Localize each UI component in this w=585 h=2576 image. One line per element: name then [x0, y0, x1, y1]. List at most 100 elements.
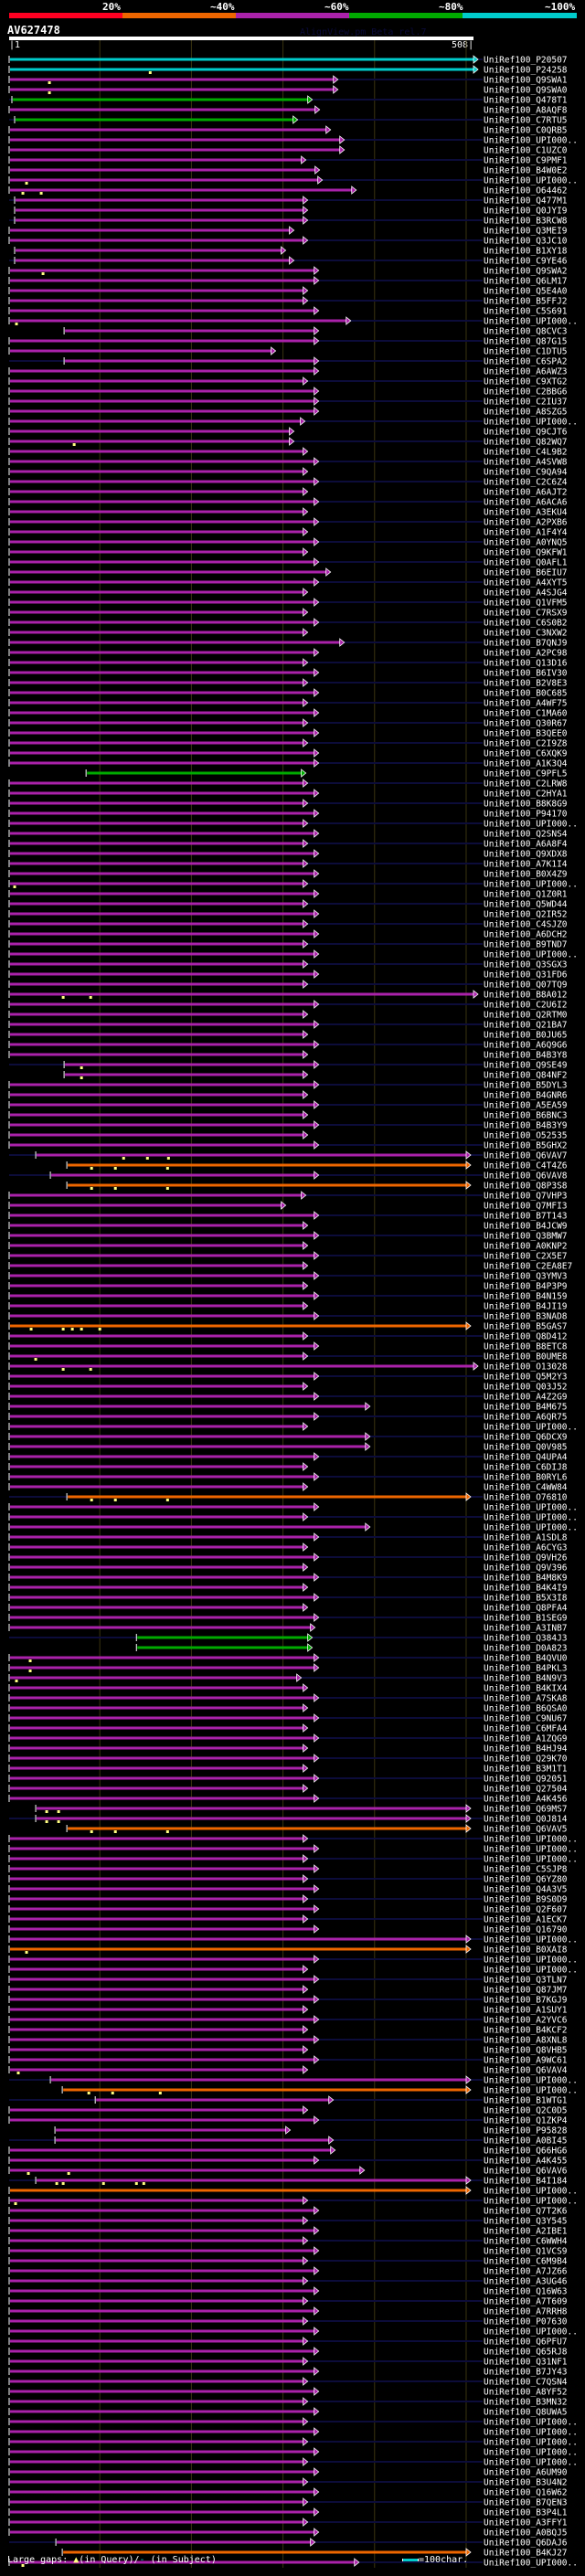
hit-name-link[interactable]: UniRef100_B3MN32 — [484, 2398, 568, 2408]
hit-bar[interactable] — [10, 2289, 314, 2293]
hit-name-link[interactable]: UniRef100_UPI000.. — [484, 1503, 578, 1513]
hit-bar[interactable] — [10, 168, 315, 172]
alignment-row[interactable]: UniRef100_Q27504 — [8, 1784, 568, 1795]
alignment-row[interactable]: UniRef100_UPI000.. — [8, 1965, 578, 1976]
hit-bar[interactable] — [16, 208, 303, 212]
alignment-row[interactable]: UniRef100_Q6PFU7 — [8, 2337, 568, 2348]
hit-bar[interactable] — [10, 138, 340, 142]
alignment-row[interactable]: UniRef100_C6SPA2 — [9, 356, 568, 367]
hit-bar[interactable] — [10, 811, 314, 815]
hit-name-link[interactable]: UniRef100_Q2RTM0 — [484, 1011, 568, 1021]
alignment-row[interactable]: UniRef100_C9NU67 — [8, 1713, 568, 1724]
hit-name-link[interactable]: UniRef100_A4Z2G9 — [484, 1393, 568, 1403]
alignment-row[interactable]: UniRef100_Q6LM17 — [8, 276, 568, 287]
alignment-row[interactable]: UniRef100_Q7MFI3 — [8, 1201, 568, 1212]
hit-bar[interactable] — [10, 731, 314, 735]
alignment-row[interactable]: UniRef100_Q1VCS9 — [8, 2246, 568, 2257]
hit-name-link[interactable]: UniRef100_B7QEN3 — [484, 2498, 568, 2508]
hit-bar[interactable] — [10, 1364, 473, 1368]
hit-bar[interactable] — [10, 2430, 314, 2433]
hit-name-link[interactable]: UniRef100_O64462 — [484, 186, 568, 196]
hit-bar[interactable] — [10, 319, 346, 323]
hit-bar[interactable] — [68, 1163, 466, 1167]
hit-name-link[interactable]: UniRef100_C1UZC0 — [484, 146, 568, 156]
hit-name-link[interactable]: UniRef100_Q9SWA1 — [484, 76, 568, 86]
alignment-row[interactable]: UniRef100_A0BQJ5 — [8, 2528, 568, 2539]
alignment-row[interactable]: UniRef100_Q16790 — [8, 1924, 568, 1935]
hit-name-link[interactable]: UniRef100_Q84NF2 — [484, 1071, 568, 1081]
alignment-row[interactable]: UniRef100_Q477M1 — [9, 196, 568, 207]
hit-bar[interactable] — [10, 1736, 314, 1740]
hit-name-link[interactable]: UniRef100_B4QVU0 — [484, 1654, 568, 1664]
hit-bar[interactable] — [10, 2510, 314, 2514]
hit-bar[interactable] — [10, 2058, 314, 2062]
hit-bar[interactable] — [10, 1405, 366, 1408]
alignment-row[interactable]: UniRef100_Q5M2Y3 — [8, 1372, 568, 1383]
hit-name-link[interactable]: UniRef100_Q21BA7 — [484, 1021, 568, 1031]
hit-name-link[interactable]: UniRef100_A6DCH2 — [484, 930, 568, 940]
hit-name-link[interactable]: UniRef100_UPI000.. — [484, 950, 578, 960]
alignment-row[interactable]: UniRef100_UPI000.. — [8, 2447, 578, 2458]
hit-bar[interactable] — [10, 2309, 314, 2313]
alignment-row[interactable]: UniRef100_Q6VAV5 — [66, 1824, 568, 1835]
hit-bar[interactable] — [10, 289, 303, 292]
alignment-row[interactable]: UniRef100_C9XTG2 — [8, 376, 568, 387]
hit-name-link[interactable]: UniRef100_C7RTU5 — [484, 116, 568, 126]
hit-name-link[interactable]: UniRef100_C4L9B2 — [484, 448, 568, 458]
hit-bar[interactable] — [10, 1023, 314, 1026]
alignment-row[interactable]: UniRef100_B4K4I9 — [8, 1583, 568, 1594]
hit-bar[interactable] — [65, 1063, 314, 1066]
hit-bar[interactable] — [96, 2098, 329, 2102]
hit-bar[interactable] — [10, 68, 473, 71]
hit-name-link[interactable]: UniRef100_B7T143 — [484, 1212, 568, 1222]
alignment-row[interactable]: UniRef100_Q6VAV7 — [9, 1150, 568, 1161]
alignment-row[interactable]: UniRef100_B3U4N2 — [8, 2477, 568, 2488]
alignment-row[interactable]: UniRef100_A8AQF8 — [8, 105, 568, 116]
hit-name-link[interactable]: UniRef100_B4B3Y8 — [484, 1051, 568, 1061]
hit-bar[interactable] — [10, 661, 303, 664]
hit-bar[interactable] — [10, 1445, 366, 1448]
alignment-row[interactable]: UniRef100_P20507 — [8, 55, 568, 66]
hit-bar[interactable] — [10, 1696, 314, 1700]
hit-name-link[interactable]: UniRef100_A4K456 — [484, 1795, 568, 1805]
hit-name-link[interactable]: UniRef100_A3FFY1 — [484, 2518, 568, 2528]
alignment-row[interactable]: UniRef100_B1WTG1 — [9, 2095, 568, 2106]
hit-name-link[interactable]: UniRef100_B6IV30 — [484, 669, 568, 679]
alignment-row[interactable]: UniRef100_Q13D16 — [8, 658, 568, 669]
alignment-row[interactable]: UniRef100_B4N9V3 — [8, 1673, 568, 1684]
hit-name-link[interactable]: UniRef100_Q92051 — [484, 1775, 568, 1785]
hit-name-link[interactable]: UniRef100_UPI000.. — [484, 2438, 578, 2448]
alignment-row[interactable]: UniRef100_UPI000.. — [8, 2186, 578, 2197]
hit-name-link[interactable]: UniRef100_B4PKL3 — [484, 1664, 568, 1674]
hit-bar[interactable] — [10, 1394, 314, 1398]
alignment-row[interactable]: UniRef100_C1MA60 — [8, 708, 568, 719]
alignment-row[interactable]: UniRef100_UPI000.. — [8, 949, 578, 960]
hit-name-link[interactable]: UniRef100_Q31FD6 — [484, 970, 568, 981]
alignment-row[interactable]: UniRef100_C9QA94 — [8, 467, 568, 478]
hit-bar[interactable] — [10, 902, 303, 906]
hit-bar[interactable] — [68, 1495, 466, 1499]
hit-name-link[interactable]: UniRef100_B4I184 — [484, 2177, 568, 2187]
hit-name-link[interactable]: UniRef100_A6UM90 — [484, 2468, 568, 2478]
alignment-row[interactable]: UniRef100_B6EIU7 — [8, 567, 568, 578]
hit-bar[interactable] — [51, 2078, 466, 2082]
hit-name-link[interactable]: UniRef100_B8K8G9 — [484, 800, 568, 810]
hit-name-link[interactable]: UniRef100_Q9XDX8 — [484, 850, 568, 860]
hit-name-link[interactable]: UniRef100_UPI000.. — [484, 1423, 578, 1433]
hit-bar[interactable] — [10, 88, 334, 91]
hit-bar[interactable] — [10, 942, 303, 946]
hit-bar[interactable] — [10, 1123, 314, 1127]
hit-bar[interactable] — [10, 399, 314, 403]
hit-bar[interactable] — [10, 892, 314, 896]
hit-name-link[interactable]: UniRef100_A6A8F4 — [484, 840, 568, 850]
alignment-row[interactable]: UniRef100_Q0V985 — [8, 1442, 568, 1453]
alignment-row[interactable]: UniRef100_Q2SNS4 — [8, 829, 568, 840]
hit-name-link[interactable]: UniRef100_A8SZG5 — [484, 408, 568, 418]
hit-bar[interactable] — [10, 1766, 303, 1770]
hit-name-link[interactable]: UniRef100_C2EA8E7 — [484, 1262, 572, 1272]
hit-name-link[interactable]: UniRef100_Q69MS7 — [484, 1805, 568, 1815]
hit-name-link[interactable]: UniRef100_C1DTU5 — [484, 347, 568, 357]
hit-bar[interactable] — [10, 108, 315, 111]
hit-bar[interactable] — [10, 822, 303, 825]
hit-name-link[interactable]: UniRef100_Q82WQ7 — [484, 438, 568, 448]
